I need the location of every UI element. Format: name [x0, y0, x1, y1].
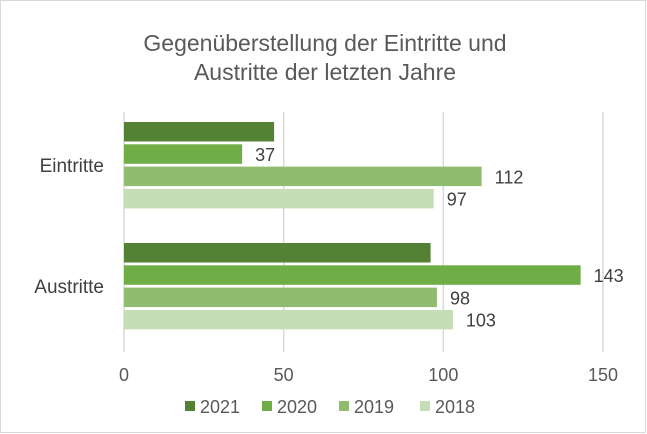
bars	[124, 122, 581, 330]
legend-label-2018: 2018	[435, 397, 475, 417]
bar-eintritte-2019	[124, 166, 482, 187]
x-tick-label: 100	[428, 365, 458, 385]
legend-swatch-2019	[339, 401, 349, 411]
data-label-eintritte-2020: 37	[255, 145, 275, 165]
chart-title-line-2: Austritte der letzten Jahre	[194, 59, 456, 85]
legend-label-2021: 2021	[200, 397, 240, 417]
category-labels: Eintritte Austritte	[34, 156, 104, 298]
category-label-eintritte: Eintritte	[40, 156, 104, 177]
category-label-austritte: Austritte	[34, 277, 104, 298]
x-tick-label: 0	[119, 365, 129, 385]
bar-eintritte-2018	[124, 188, 434, 209]
legend-swatch-2021	[185, 401, 195, 411]
data-labels: 37 112 97 143 98 103	[255, 145, 624, 331]
legend-swatch-2018	[420, 401, 430, 411]
x-tick-label: 50	[274, 365, 294, 385]
x-tick-label: 150	[588, 365, 618, 385]
legend: 2021 2020 2019 2018	[185, 397, 475, 417]
bar-austritte-2019	[124, 287, 437, 308]
bar-austritte-2021	[124, 243, 431, 263]
chart-title-line-1: Gegenüberstellung der Eintritte und	[143, 30, 506, 56]
data-label-eintritte-2018: 97	[447, 190, 467, 210]
bar-eintritte-2021	[124, 122, 275, 142]
data-label-austritte-2019: 98	[450, 288, 470, 308]
x-axis-ticks: 0 50 100 150	[119, 365, 618, 385]
bar-eintritte-2020	[124, 144, 243, 164]
data-label-austritte-2020: 143	[594, 266, 624, 286]
bar-austritte-2018	[124, 309, 453, 330]
legend-label-2019: 2019	[354, 397, 394, 417]
data-label-eintritte-2019: 112	[495, 167, 524, 187]
bar-austritte-2020	[124, 265, 581, 285]
legend-label-2020: 2020	[277, 397, 317, 417]
data-label-austritte-2018: 103	[466, 311, 496, 331]
legend-swatch-2020	[262, 401, 272, 411]
